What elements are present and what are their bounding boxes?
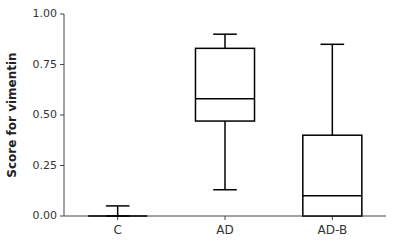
y-tick	[60, 115, 64, 116]
upper-whisker	[224, 34, 226, 48]
y-tick	[60, 64, 64, 65]
y-tick-label: 0.50	[33, 108, 58, 121]
plot-area	[88, 34, 362, 216]
y-tick	[60, 14, 64, 15]
median-line	[303, 195, 362, 197]
box	[303, 135, 362, 216]
y-tick-label: 1.00	[33, 7, 58, 20]
y-tick-label: 0.00	[33, 209, 58, 222]
lower-whisker	[224, 121, 226, 190]
y-tick-label: 0.25	[33, 159, 58, 172]
upper-cap	[321, 44, 345, 46]
median-line	[88, 215, 147, 217]
x-tick	[225, 216, 226, 220]
x-tick-label: AD	[216, 223, 233, 237]
lower-cap	[213, 189, 237, 191]
y-tick	[60, 165, 64, 166]
box-group	[195, 34, 254, 190]
upper-cap	[213, 33, 237, 35]
median-line	[195, 98, 254, 100]
y-tick	[60, 216, 64, 217]
upper-cap	[106, 205, 130, 207]
chart: 0.00 0.25 0.50 0.75 1.00 C AD AD-B Score for vim…	[0, 0, 400, 250]
box-group	[303, 44, 362, 216]
upper-whisker	[332, 44, 334, 135]
upper-whisker	[117, 206, 119, 216]
x-tick-label: AD-B	[318, 223, 348, 237]
box	[195, 48, 254, 121]
y-axis-label: Score for vimentin	[5, 52, 19, 177]
y-tick-label: 0.75	[33, 58, 58, 71]
x-tick-label: C	[113, 223, 121, 237]
box-group	[88, 206, 147, 216]
